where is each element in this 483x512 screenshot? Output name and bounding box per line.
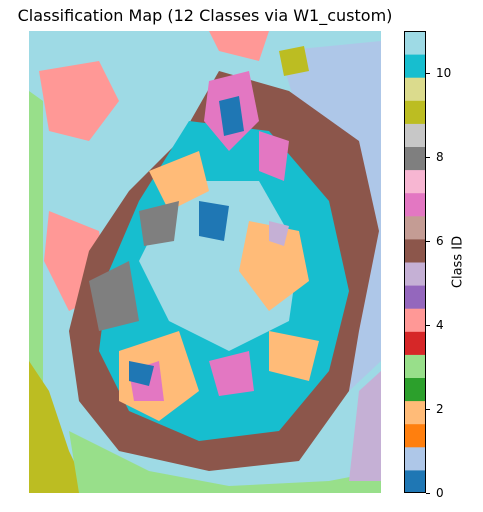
colorbar-swatch: [404, 446, 426, 471]
region-blue-3: [129, 361, 154, 386]
region-lilac-center: [269, 221, 289, 246]
colorbar-tick-mark: [426, 241, 430, 242]
region-magenta-2: [259, 131, 289, 181]
colorbar-swatch: [404, 469, 426, 493]
region-gray-1: [89, 261, 139, 331]
classification-map: [29, 31, 381, 493]
colorbar-tick-label: 6: [436, 234, 444, 248]
region-salmon-topleft: [39, 61, 119, 141]
colorbar-tick-label: 2: [436, 402, 444, 416]
colorbar-swatch: [404, 354, 426, 378]
region-peach-4: [269, 331, 319, 381]
colorbar-swatch: [404, 100, 426, 124]
region-peach-1: [239, 221, 309, 311]
colorbar-tick-mark: [426, 157, 430, 158]
colorbar-swatch: [404, 308, 426, 332]
colorbar-swatch: [404, 77, 426, 101]
region-blue-2: [199, 201, 229, 241]
region-light-green-bottom: [69, 431, 381, 493]
colorbar: [404, 31, 426, 493]
colorbar-swatch: [404, 423, 426, 448]
map-title: Classification Map (12 Classes via W1_cu…: [17, 6, 393, 25]
colorbar-swatch: [404, 377, 426, 402]
region-blue-1: [219, 96, 244, 136]
region-gray-2: [139, 201, 179, 246]
region-olive-top: [279, 46, 309, 76]
colorbar-tick-label: 8: [436, 150, 444, 164]
region-magenta-4: [209, 351, 254, 396]
colorbar-frame: [404, 31, 426, 493]
colorbar-tick-mark: [426, 73, 430, 74]
colorbar-swatch: [404, 146, 426, 171]
region-olive-left: [29, 361, 89, 493]
colorbar-tick-mark: [426, 409, 430, 410]
colorbar-swatch: [404, 54, 426, 78]
colorbar-swatch: [404, 215, 426, 240]
colorbar-tick-label: 10: [436, 66, 452, 80]
colorbar-swatch: [404, 31, 426, 55]
colorbar-tick-mark: [426, 493, 430, 494]
region-peach-3: [149, 151, 209, 211]
colorbar-swatch: [404, 400, 426, 425]
colorbar-tick-label: 4: [436, 318, 444, 332]
colorbar-tick-label: 0: [436, 486, 444, 500]
colorbar-swatch: [404, 262, 426, 286]
colorbar-swatch: [404, 285, 426, 309]
colorbar-swatch: [404, 192, 426, 217]
colorbar-swatch: [404, 238, 426, 263]
region-lilac-right: [349, 371, 381, 481]
colorbar-tick-mark: [426, 325, 430, 326]
colorbar-label: Class ID: [450, 235, 466, 289]
colorbar-swatch: [404, 123, 426, 147]
region-salmon-topright: [209, 31, 269, 61]
colorbar-swatch: [404, 169, 426, 194]
colorbar-swatch: [404, 331, 426, 355]
